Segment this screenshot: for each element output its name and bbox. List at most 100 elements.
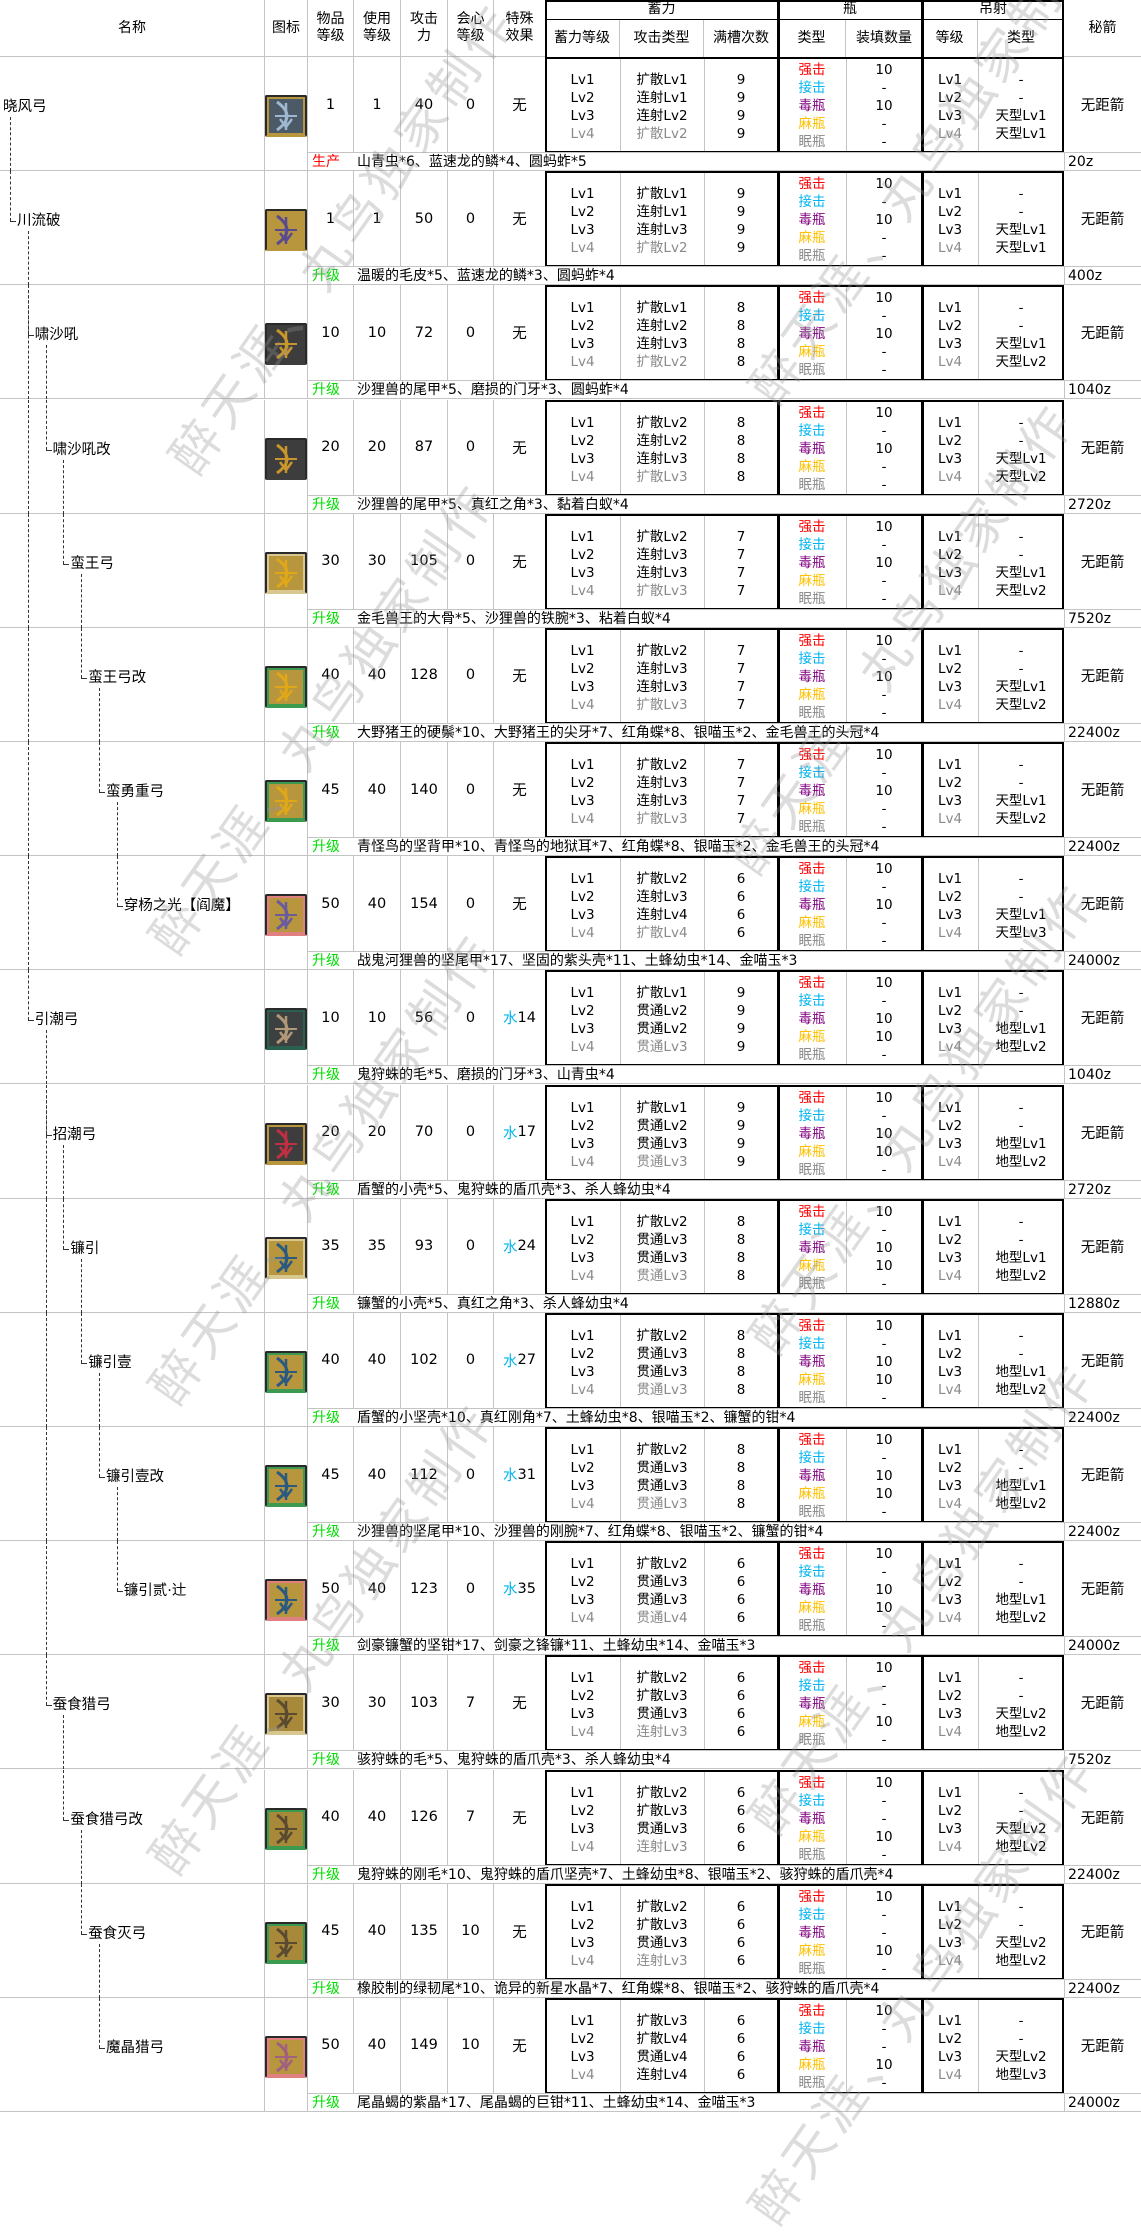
charge-type: 贯通Lv3 — [636, 1706, 688, 1723]
weapon-row[interactable]: 蛮勇重弓 45 40 140 0 无 Lv1 Lv2 Lv3 Lv4 扩散Lv2 连射Lv3 连射Lv3… — [0, 742, 1141, 857]
upgrade-cost: 24000z — [1064, 1636, 1141, 1656]
weapon-row[interactable]: 蛮王弓改 40 40 128 0 无 Lv1 Lv2 Lv3 Lv4 扩散Lv2 连射Lv3 连射Lv3… — [0, 627, 1141, 742]
tree-line — [45, 1198, 47, 1313]
weapon-row[interactable]: 引潮弓 10 10 56 0 水 14 Lv1 Lv2 Lv3 Lv4 扩散Lv1 贯通Lv2 贯通Lv2… — [0, 970, 1141, 1085]
charge-level: Lv3 — [570, 222, 595, 239]
tree-line — [81, 1258, 83, 1313]
weapon-row[interactable]: 川流破 1 1 50 0 无 Lv1 Lv2 Lv3 Lv4 扩散Lv1 连射Lv1 连射Lv3 扩散Lv… — [0, 171, 1141, 286]
bottle-load: 10 — [875, 783, 893, 799]
use-level-value-text: 30 — [367, 553, 387, 570]
bottle-type: 强击 — [798, 1203, 826, 1220]
bottle-type: 眠瓶 — [798, 362, 826, 379]
tree-line — [27, 970, 29, 1021]
grid-line — [846, 856, 847, 952]
charge-type: 贯通Lv3 — [636, 1267, 688, 1284]
icon-cell — [265, 1312, 308, 1427]
grid-line — [704, 1655, 705, 1751]
full-count: 6 — [736, 1724, 746, 1741]
charge-level: Lv2 — [570, 1003, 595, 1020]
weapon-row[interactable]: 蚕食灭弓 45 40 135 10 无 Lv1 Lv2 Lv3 Lv4 扩散Lv2 扩散Lv3 贯通Lv… — [0, 1883, 1141, 1998]
icon-cell — [265, 1769, 308, 1884]
attack-value: 123 — [401, 1541, 448, 1637]
weapon-row[interactable]: 蛮王弓 30 30 105 0 无 Lv1 Lv2 Lv3 Lv4 扩散Lv2 连射Lv3 连射Lv3 扩… — [0, 513, 1141, 628]
bottle-type: 强击 — [798, 404, 826, 421]
charge-level: Lv2 — [570, 775, 595, 791]
full-count: 9 — [736, 1039, 746, 1056]
upgrade-cost: 2720z — [1064, 494, 1141, 514]
weapon-row[interactable]: 啸沙吼 10 10 72 0 无 Lv1 Lv2 Lv3 Lv4 扩散Lv1 连射Lv2 连射Lv3 扩散… — [0, 285, 1141, 400]
bow-icon — [265, 1122, 307, 1165]
secret-arrow: 无距箭 — [1080, 1468, 1125, 1484]
weapon-name: 镰引贰·辻 — [123, 1583, 187, 1600]
affinity-value-text: 0 — [465, 1124, 476, 1140]
grid-line — [620, 1997, 621, 2093]
weapon-row[interactable]: 蚕食猎弓 30 30 103 7 无 Lv1 Lv2 Lv3 Lv4 扩散Lv2 扩散Lv3 贯通Lv3… — [0, 1655, 1141, 1770]
weapon-row[interactable]: 蚕食猎弓改 40 40 126 7 无 Lv1 Lv2 Lv3 Lv4 扩散Lv2 扩散Lv3 贯通Lv… — [0, 1769, 1141, 1884]
weapon-name: 穿杨之光【阎魔】 — [123, 898, 240, 915]
charge-type: 扩散Lv2 — [636, 1670, 688, 1687]
tree-line — [45, 1427, 47, 1542]
special-effect-text: 无 — [512, 1810, 527, 1827]
bottle-type: 接击 — [798, 194, 826, 211]
bottle-type: 麻瓶 — [798, 116, 826, 132]
arc-level: Lv1 — [937, 1670, 963, 1687]
grid-line — [978, 1312, 979, 1408]
material-kind: 升级 — [312, 1866, 340, 1883]
weapon-name: 晓风弓 — [3, 99, 47, 115]
rarity-value: 35 — [308, 1198, 354, 1294]
attack-value: 87 — [401, 399, 448, 495]
attack-value: 56 — [401, 970, 448, 1066]
bottle-load: - — [881, 650, 887, 667]
arc-level: Lv3 — [937, 793, 963, 809]
bow-icon — [265, 1693, 307, 1736]
weapon-row[interactable]: 穿杨之光【阎魔】 50 40 154 0 无 Lv1 Lv2 Lv3 Lv4 扩散Lv2 连射Lv3 连… — [0, 856, 1141, 971]
weapon-row[interactable]: 镰引壹改 45 40 112 0 水 31 Lv1 Lv2 Lv3 Lv4 扩散Lv2 贯通Lv3 贯通L… — [0, 1427, 1141, 1542]
bottle-load: 10 — [875, 1468, 893, 1484]
weapon-row[interactable]: 镰引 35 35 93 0 水 24 Lv1 Lv2 Lv3 Lv4 扩散Lv2 贯通Lv3 贯通Lv3 贯… — [0, 1198, 1141, 1313]
bottle-type: 眠瓶 — [798, 134, 826, 150]
arc-level: Lv1 — [937, 2012, 963, 2029]
charge-level: Lv4 — [570, 126, 595, 142]
divider-arc — [921, 1769, 924, 1865]
grid-line — [620, 1655, 621, 1751]
arc-type: 地型Lv2 — [995, 1496, 1047, 1512]
material-row: 升级 盾蟹的小壳*5、鬼狩蛛的盾爪壳*3、杀人蜂幼虫*4 — [308, 1179, 1064, 1199]
tree-line — [63, 1715, 65, 1770]
grid-line — [846, 1997, 847, 2093]
divider-bottle — [777, 171, 780, 267]
weapon-row[interactable]: 镰引壹 40 40 102 0 水 27 Lv1 Lv2 Lv3 Lv4 扩散Lv2 贯通Lv3 贯通Lv… — [0, 1312, 1141, 1427]
bottle-type: 眠瓶 — [798, 1960, 826, 1977]
bottle-type: 麻瓶 — [798, 1714, 826, 1731]
special-effect-text: 27 — [517, 1352, 536, 1369]
divider-arc — [921, 285, 924, 381]
weapon-name: 蚕食灭弓 — [88, 1925, 147, 1942]
arc-level: Lv3 — [937, 1478, 963, 1494]
bottle-type: 毒瓶 — [798, 2038, 826, 2055]
grid-line — [620, 1883, 621, 1979]
weapon-row[interactable]: 镰引贰·辻 50 40 123 0 水 35 Lv1 Lv2 Lv3 Lv4 扩散Lv2 贯通Lv3 贯通… — [0, 1541, 1141, 1656]
weapon-row[interactable]: 魔晶猎弓 50 40 149 10 无 Lv1 Lv2 Lv3 Lv4 扩散Lv3 扩散Lv4 贯通Lv… — [0, 1997, 1141, 2112]
arc-type: 天型Lv1 — [995, 450, 1047, 467]
weapon-row[interactable]: 啸沙吼改 20 20 87 0 无 Lv1 Lv2 Lv3 Lv4 扩散Lv2 连射Lv2 连射Lv3 扩… — [0, 399, 1141, 514]
charge-level: Lv4 — [570, 468, 595, 485]
bottle-load: 10 — [875, 861, 893, 878]
arc-type: - — [1018, 72, 1024, 88]
bottle-load: 10 — [875, 1089, 893, 1106]
bottle-type: 麻瓶 — [798, 1486, 826, 1502]
grid-line — [978, 57, 979, 152]
grid-line — [846, 742, 847, 837]
full-count: 9 — [736, 1003, 746, 1020]
charge-level: Lv1 — [570, 300, 595, 317]
special-effect-text: 35 — [517, 1580, 536, 1597]
arc-type: - — [1018, 414, 1024, 431]
weapon-row[interactable]: 晓风弓 1 1 40 0 无 Lv1 Lv2 Lv3 Lv4 扩散Lv1 连射Lv1 连射Lv2 扩散Lv… — [0, 57, 1141, 172]
grid-line — [978, 285, 979, 381]
bottle-load: 10 — [875, 1143, 893, 1160]
weapon-row[interactable]: 招潮弓 20 20 70 0 水 17 Lv1 Lv2 Lv3 Lv4 扩散Lv1 贯通Lv2 贯通Lv3… — [0, 1084, 1141, 1199]
grid-line — [978, 1427, 979, 1522]
charge-type: 连射Lv3 — [636, 889, 688, 906]
rarity-value-text: 50 — [321, 1580, 340, 1597]
grid-line — [978, 1198, 979, 1294]
bottle-load: - — [881, 572, 887, 589]
attack-value-text: 72 — [414, 324, 434, 341]
